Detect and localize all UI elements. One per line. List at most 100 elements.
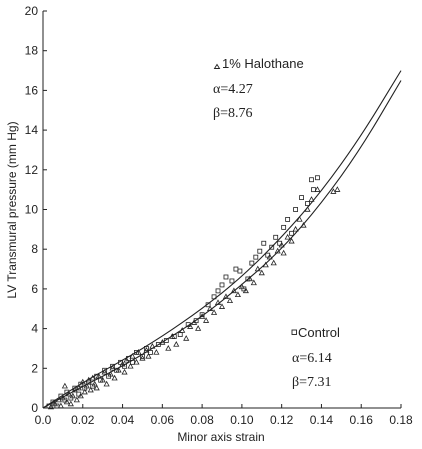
legend-control: Control α=6.14 β=7.31 xyxy=(291,325,340,390)
control-point xyxy=(305,201,310,206)
halothane-point xyxy=(183,335,190,341)
control-point xyxy=(185,322,191,328)
control-point xyxy=(64,389,70,395)
halothane-point xyxy=(57,402,64,409)
control-point xyxy=(273,234,279,240)
halothane-point xyxy=(165,345,172,351)
y-tick-label: 18 xyxy=(25,44,39,58)
control-point xyxy=(177,332,183,337)
halothane-point xyxy=(214,299,222,305)
control-point xyxy=(155,342,161,347)
control-point xyxy=(281,224,287,230)
halothane-point xyxy=(173,341,180,347)
halothane-point xyxy=(250,279,257,286)
control-point xyxy=(293,207,298,212)
x-tick-label: 0.18 xyxy=(389,413,413,427)
control-point xyxy=(147,350,153,355)
x-tick-label: 0.14 xyxy=(310,413,334,427)
halothane-point xyxy=(234,291,241,298)
control-alpha: α=6.14 xyxy=(292,351,332,366)
halothane-point xyxy=(254,265,261,272)
control-point xyxy=(98,377,104,383)
control-point xyxy=(76,391,82,397)
halothane-point xyxy=(330,188,337,194)
y-tick-label: 12 xyxy=(25,163,39,177)
control-point xyxy=(269,244,275,250)
halothane-point xyxy=(47,403,55,410)
y-axis-label: LV Transmural pressure (mm Hg) xyxy=(5,121,19,298)
control-point xyxy=(134,350,139,355)
y-tick-label: 14 xyxy=(25,123,39,137)
control-point xyxy=(241,286,247,292)
y-tick-label: 8 xyxy=(31,242,38,256)
halothane-beta: β=8.76 xyxy=(213,106,253,121)
halothane-point xyxy=(222,293,230,300)
halothane-point xyxy=(210,309,218,315)
control-point xyxy=(94,373,100,379)
y-tick-label: 2 xyxy=(31,361,38,375)
control-point xyxy=(199,312,205,318)
halothane-point xyxy=(129,352,136,359)
halothane-point xyxy=(334,186,341,192)
control-point xyxy=(82,385,88,391)
y-tick-label: 4 xyxy=(31,322,38,336)
halothane-point xyxy=(103,380,110,387)
x-tick-label: 0.06 xyxy=(151,413,175,427)
control-legend-label: Control xyxy=(298,325,340,340)
halothane-point xyxy=(153,348,160,355)
halothane-point xyxy=(262,261,269,268)
control-point xyxy=(171,334,177,339)
halothane-point xyxy=(296,215,303,222)
x-tick-label: 0.02 xyxy=(71,413,95,427)
fit-curve-upper xyxy=(42,70,402,409)
halothane-point xyxy=(89,374,96,381)
x-axis-label: Minor axis strain xyxy=(177,430,264,444)
control-point xyxy=(62,397,68,403)
halothane-point xyxy=(121,368,128,375)
halothane-point xyxy=(139,354,146,361)
halothane-point xyxy=(87,386,94,393)
x-ticks: 0.0 0.02 0.04 0.06 0.08 0.10 0.12 0.14 0.16 0.18 xyxy=(35,404,413,427)
halothane-point xyxy=(143,346,150,353)
x-tick-label: 0.12 xyxy=(270,413,294,427)
y-tick-label: 6 xyxy=(31,282,38,296)
halothane-point xyxy=(195,325,202,331)
halothane-point xyxy=(206,305,214,311)
halothane-point xyxy=(63,398,70,405)
control-beta: β=7.31 xyxy=(292,375,332,390)
halothane-point xyxy=(308,196,315,202)
y-ticks: 0 2 4 6 8 10 12 14 16 18 20 xyxy=(25,4,47,415)
control-point xyxy=(245,276,251,282)
control-point xyxy=(54,403,60,409)
control-legend-marker xyxy=(291,329,297,335)
halothane-point xyxy=(274,247,281,254)
y-tick-label: 20 xyxy=(25,4,39,18)
halothane-point xyxy=(266,253,273,260)
control-point xyxy=(299,195,304,200)
control-point xyxy=(249,260,255,266)
control-point xyxy=(219,282,225,288)
halothane-point xyxy=(75,384,82,391)
control-point xyxy=(229,278,235,284)
control-point xyxy=(126,355,131,361)
control-point xyxy=(309,177,314,183)
halothane-point xyxy=(93,384,100,391)
halothane-point xyxy=(133,358,140,365)
fit-curve-lower xyxy=(42,80,402,409)
control-point xyxy=(223,274,229,280)
control-point xyxy=(118,359,123,365)
control-point xyxy=(86,379,92,385)
halothane-point xyxy=(111,374,118,381)
control-point xyxy=(285,217,291,222)
y-tick-label: 0 xyxy=(31,401,38,415)
x-tick-label: 0.0 xyxy=(35,413,52,427)
halothane-point xyxy=(278,241,285,248)
halothane-point xyxy=(300,221,307,228)
halothane-point xyxy=(123,356,130,363)
halothane-point xyxy=(292,225,299,232)
halothane-point xyxy=(304,206,311,212)
halothane-point xyxy=(314,186,321,192)
control-point xyxy=(58,393,64,399)
halothane-point xyxy=(191,319,198,325)
halothane-alpha: α=4.27 xyxy=(213,82,253,97)
